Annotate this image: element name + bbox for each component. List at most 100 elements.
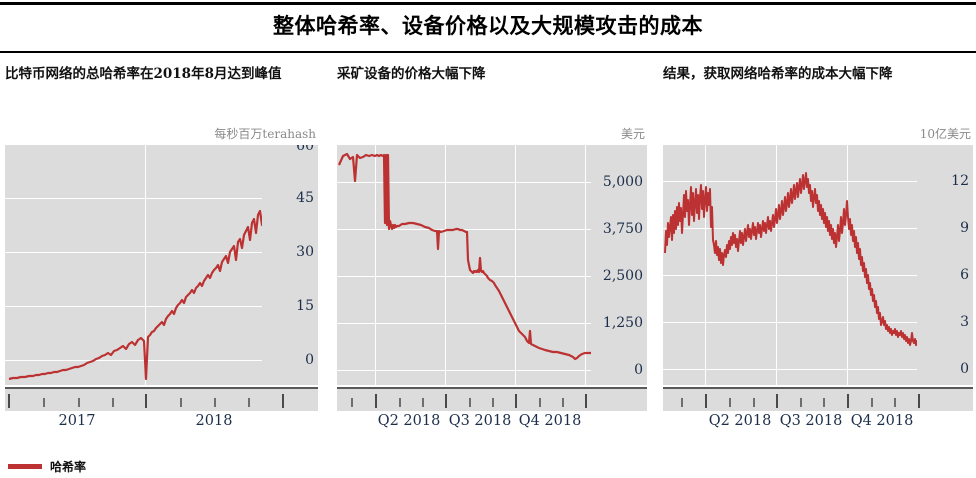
gridline-h bbox=[337, 370, 647, 371]
xtick-minor bbox=[894, 398, 896, 407]
xtick-major bbox=[8, 394, 10, 408]
gridline-v bbox=[445, 145, 446, 385]
gridline-h bbox=[663, 275, 973, 276]
panel-2-plot-inner: 0 1,250 2,500 3,750 5,000 bbox=[337, 145, 647, 385]
title-rule-bottom bbox=[0, 51, 976, 53]
panel-2-xlabel: Q2 2018 bbox=[377, 413, 441, 429]
panel-2-ytick: 1,250 bbox=[602, 315, 643, 331]
panel-1-unit-label: 每秒百万terahash bbox=[214, 127, 316, 141]
xtick-minor bbox=[112, 398, 114, 407]
panel-3-plot-inner: 0 3 6 9 12 bbox=[663, 145, 973, 385]
xtick-minor bbox=[422, 398, 424, 407]
gridline-v bbox=[847, 145, 848, 385]
gridline-h bbox=[337, 323, 647, 324]
xtick-minor bbox=[399, 398, 401, 407]
panel-1-ytick: 30 bbox=[296, 244, 314, 260]
xtick-minor bbox=[562, 398, 564, 407]
chart-panel-1: 比特币网络的总哈希率在2018年8月达到峰值 每秒百万terahash 0 15 bbox=[5, 53, 318, 453]
xtick-major bbox=[705, 394, 707, 408]
gridline-h bbox=[663, 322, 973, 323]
xtick-minor bbox=[823, 398, 825, 407]
legend-label: 哈希率 bbox=[50, 460, 87, 474]
xtick-minor bbox=[469, 398, 471, 407]
xtick-minor bbox=[248, 398, 250, 407]
xtick-minor bbox=[43, 398, 45, 407]
xtick-major bbox=[145, 394, 147, 408]
xtick-major bbox=[282, 394, 284, 408]
panel-3-series-line bbox=[664, 172, 964, 361]
panel-1-ytick: 0 bbox=[305, 352, 314, 368]
xtick-minor bbox=[539, 398, 541, 407]
gridline-v bbox=[145, 145, 146, 385]
panel-1-xlabel: 2018 bbox=[195, 413, 233, 429]
xtick-minor bbox=[492, 398, 494, 407]
gridline-h bbox=[337, 276, 647, 277]
gridline-h bbox=[337, 229, 647, 230]
panel-1-xlabel: 2017 bbox=[58, 413, 96, 429]
panel-2-plot-area: 0 1,250 2,500 3,750 5,000 bbox=[337, 145, 647, 385]
xtick-major bbox=[515, 394, 517, 408]
panel-2-x-axis bbox=[337, 387, 647, 389]
gridline-v bbox=[515, 145, 516, 385]
panel-2-ytick: 5,000 bbox=[602, 174, 643, 190]
xtick-minor bbox=[78, 398, 80, 407]
xtick-major bbox=[585, 394, 587, 408]
panel-2-ytick-backdrop bbox=[591, 145, 647, 385]
panel-3-ytick: 12 bbox=[951, 173, 969, 189]
panel-3-xlabel: Q2 2018 bbox=[708, 413, 772, 429]
panel-2-ytick: 0 bbox=[634, 362, 643, 378]
legend-line-swatch bbox=[8, 464, 42, 469]
xtick-minor bbox=[214, 398, 216, 407]
chart-panel-3: 结果，获取网络哈希率的成本大幅下降 10亿美元 bbox=[663, 53, 973, 453]
gridline-h bbox=[5, 360, 318, 361]
xtick-minor bbox=[753, 398, 755, 407]
panel-2-series-line bbox=[337, 152, 609, 361]
panel-2-ytick: 3,750 bbox=[602, 221, 643, 237]
gridline-v bbox=[705, 145, 706, 385]
xtick-minor bbox=[681, 398, 683, 407]
chart-panel-2: 采矿设备的价格大幅下降 美元 0 bbox=[337, 53, 647, 453]
xtick-major bbox=[445, 394, 447, 408]
xtick-minor bbox=[800, 398, 802, 407]
gridline-h bbox=[5, 306, 318, 307]
xtick-major bbox=[776, 394, 778, 408]
panel-1-plot-inner: 0 15 30 45 60 bbox=[5, 145, 318, 385]
panel-3-xlabel: Q3 2018 bbox=[779, 413, 843, 429]
panel-3-ytick: 3 bbox=[960, 314, 969, 330]
gridline-h bbox=[5, 198, 318, 199]
panel-3-plot-area: 0 3 6 9 12 bbox=[663, 145, 973, 385]
panel-1-subtitle: 比特币网络的总哈希率在2018年8月达到峰值 bbox=[5, 66, 282, 82]
gridline-h bbox=[337, 182, 647, 183]
panel-3-ytick: 9 bbox=[960, 220, 969, 236]
panel-1-ytick: 60 bbox=[296, 145, 314, 154]
panel-1-ytick: 15 bbox=[296, 298, 314, 314]
xtick-major bbox=[847, 394, 849, 408]
panel-1-ytick: 45 bbox=[296, 190, 314, 206]
panel-2-xlabel: Q4 2018 bbox=[518, 413, 582, 429]
gridline-h bbox=[5, 252, 318, 253]
gridline-h bbox=[663, 228, 973, 229]
panel-2-subtitle: 采矿设备的价格大幅下降 bbox=[337, 66, 486, 82]
panel-2-unit-label: 美元 bbox=[620, 127, 645, 141]
chart-legend: 哈希率 bbox=[8, 458, 86, 475]
panel-3-ytick: 0 bbox=[960, 361, 969, 377]
panels-container: 比特币网络的总哈希率在2018年8月达到峰值 每秒百万terahash 0 15 bbox=[0, 53, 976, 453]
panel-3-ytick: 6 bbox=[960, 267, 969, 283]
panel-2-ytick: 2,500 bbox=[602, 268, 643, 284]
panel-3-ytick-backdrop bbox=[917, 145, 973, 385]
title-rule-top bbox=[0, 2, 976, 5]
xtick-major bbox=[918, 394, 920, 408]
panel-1-x-axis bbox=[5, 387, 318, 389]
gridline-v bbox=[776, 145, 777, 385]
panel-2-xlabel: Q3 2018 bbox=[448, 413, 512, 429]
xtick-minor bbox=[729, 398, 731, 407]
panel-1-ytick-backdrop bbox=[262, 145, 318, 385]
gridline-h bbox=[663, 369, 973, 370]
gridline-h bbox=[663, 181, 973, 182]
panel-3-subtitle: 结果，获取网络哈希率的成本大幅下降 bbox=[663, 66, 893, 82]
panel-3-x-band bbox=[663, 389, 973, 411]
xtick-minor bbox=[871, 398, 873, 407]
panel-1-x-band bbox=[5, 389, 318, 411]
xtick-minor bbox=[351, 398, 353, 407]
